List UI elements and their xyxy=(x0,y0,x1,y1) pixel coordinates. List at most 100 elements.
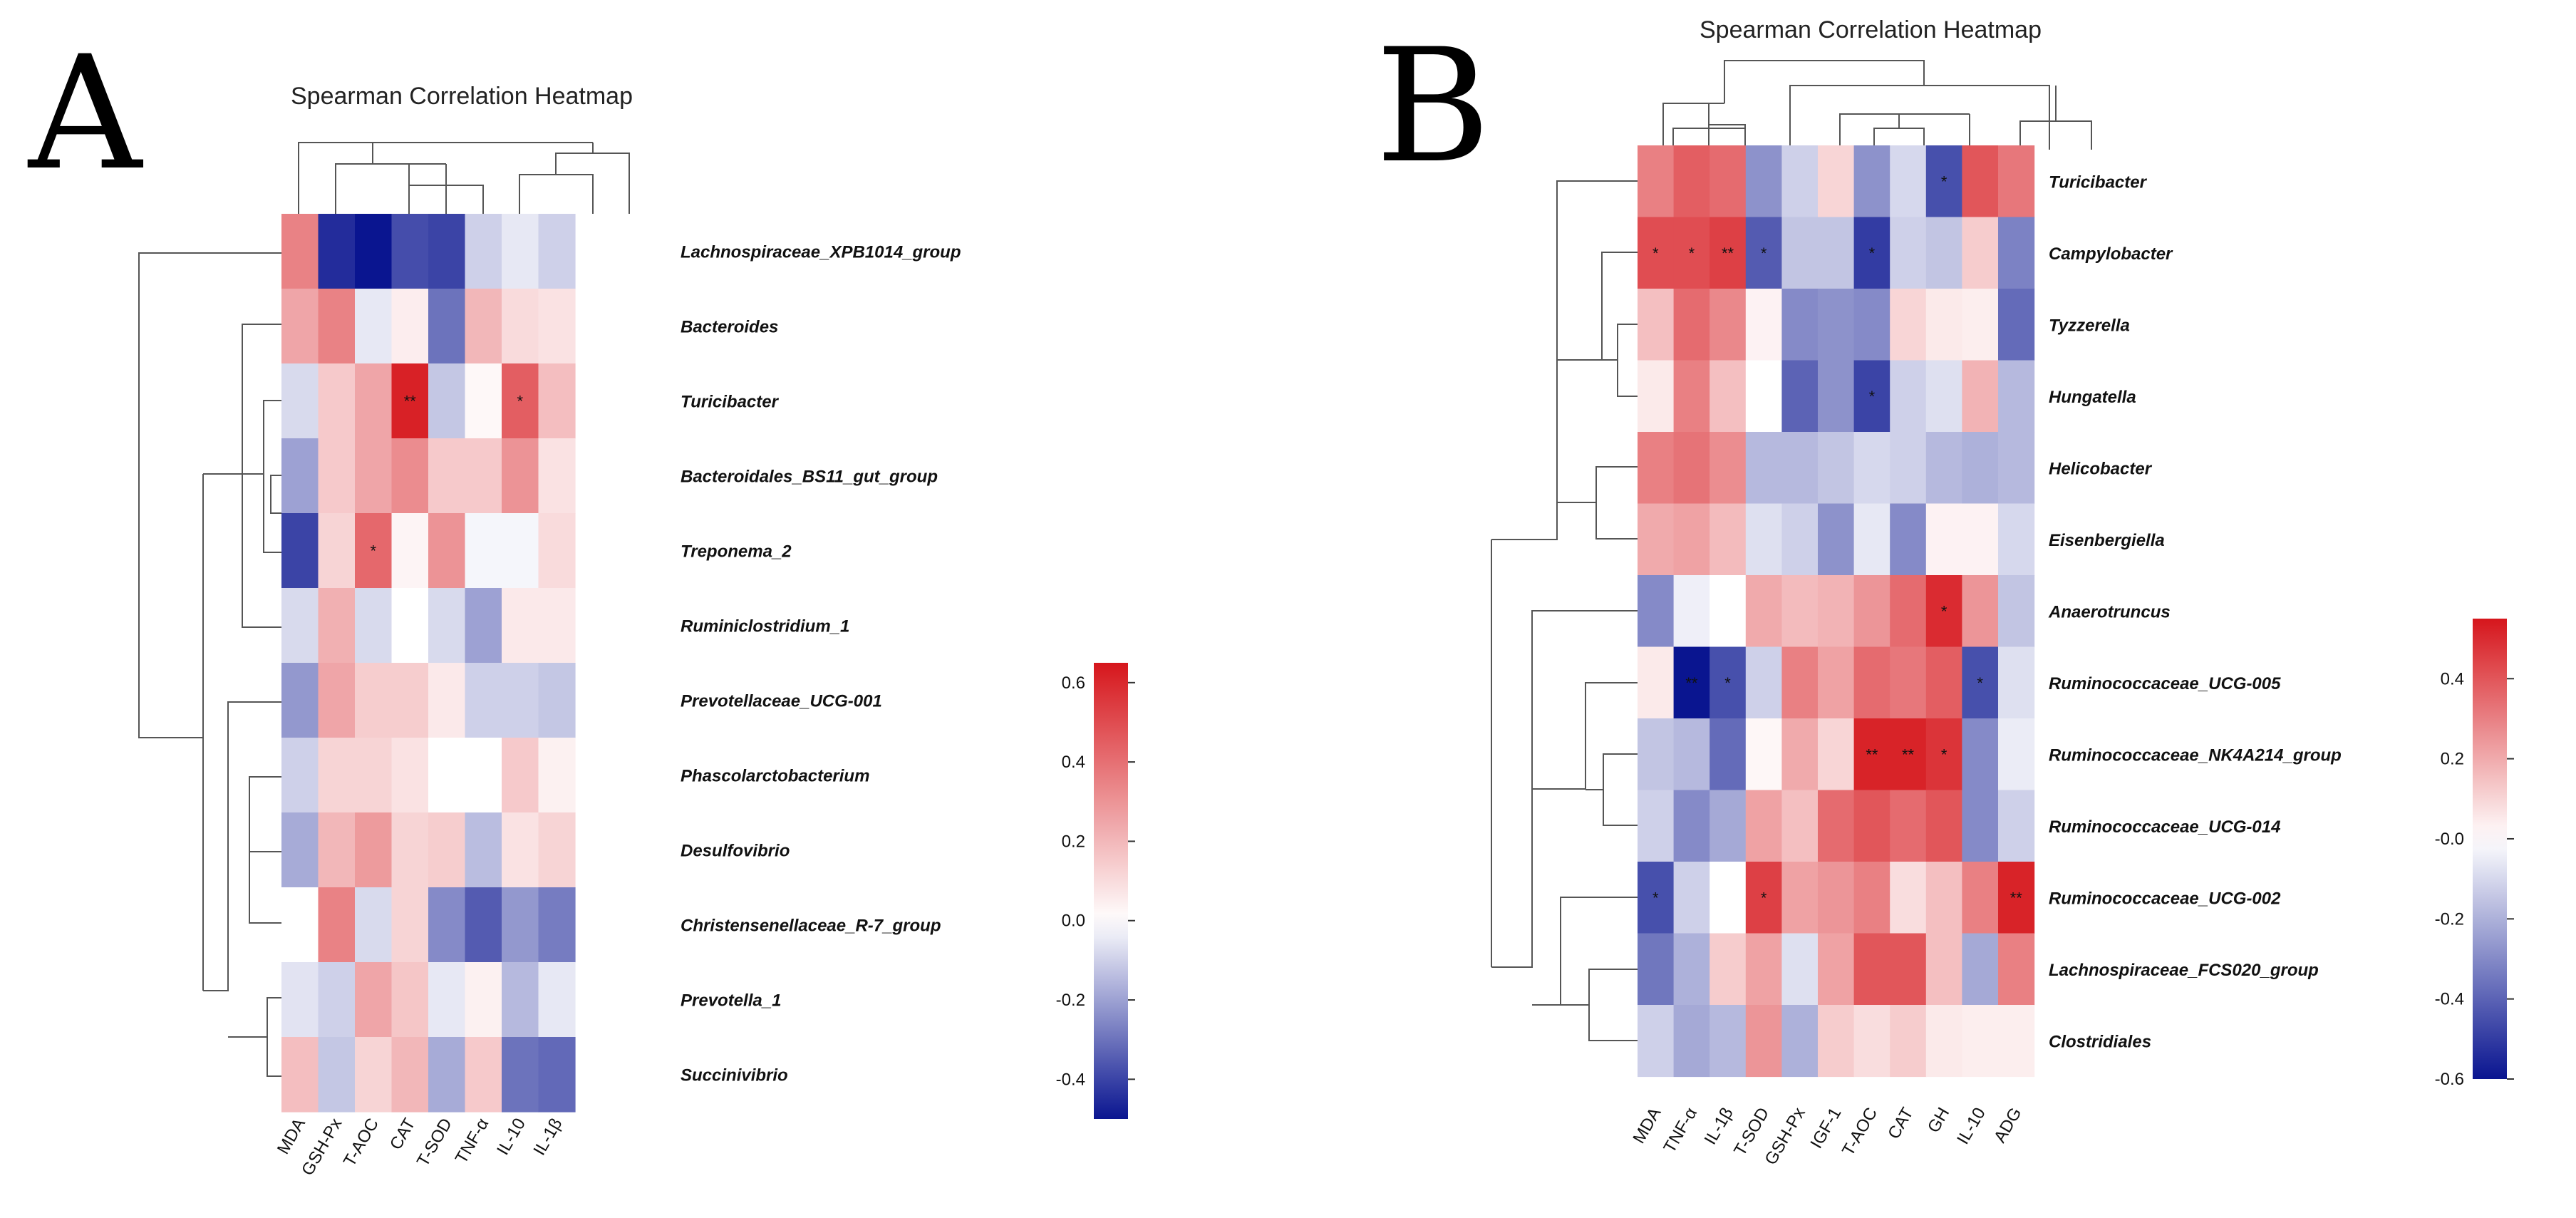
heatmap-cell xyxy=(1962,718,1999,791)
column-label: TNF-α xyxy=(1660,1104,1701,1156)
heatmap-cell xyxy=(281,289,319,364)
heatmap-cell xyxy=(1925,503,1962,576)
panel-b-column-dendrogram xyxy=(1662,60,2092,150)
heatmap-cell xyxy=(1890,790,1927,862)
row-label: Ruminococcaceae_UCG-005 xyxy=(2049,674,2281,693)
heatmap-cell xyxy=(428,962,466,1038)
heatmap-cell xyxy=(281,812,319,888)
heatmap-cell xyxy=(318,214,356,289)
heatmap-cell xyxy=(355,588,393,664)
heatmap-cell xyxy=(355,738,393,813)
significance-mark: ** xyxy=(2010,889,2023,907)
row-label: Ruminiclostridium_1 xyxy=(681,617,849,636)
heatmap-cell xyxy=(1818,862,1855,934)
heatmap-cell xyxy=(1638,575,1675,648)
heatmap-cell xyxy=(1925,289,1962,361)
heatmap-cell xyxy=(1853,862,1890,934)
heatmap-cell xyxy=(1673,790,1710,862)
heatmap-cell xyxy=(391,363,429,439)
heatmap-cell xyxy=(1745,432,1782,505)
heatmap-cell xyxy=(1818,432,1855,505)
heatmap-cell xyxy=(1890,933,1927,1006)
heatmap-cell xyxy=(1818,575,1855,648)
heatmap-cell xyxy=(1673,503,1710,576)
row-label: Turicibacter xyxy=(681,393,780,412)
heatmap-cell xyxy=(1673,289,1710,361)
heatmap-cell xyxy=(502,812,539,888)
row-label: Helicobacter xyxy=(2049,459,2153,478)
heatmap-cell xyxy=(1673,432,1710,505)
heatmap-cell xyxy=(1638,289,1675,361)
heatmap-cell xyxy=(318,588,356,664)
heatmap-cell xyxy=(465,812,502,888)
heatmap-cell xyxy=(502,887,539,963)
heatmap-cell xyxy=(318,738,356,813)
heatmap-cell xyxy=(502,663,539,738)
heatmap-cell xyxy=(428,887,466,963)
colorbar-tick-label: -0.2 xyxy=(1056,991,1085,1010)
heatmap-cell xyxy=(355,214,393,289)
heatmap-cell xyxy=(538,1037,576,1113)
heatmap-cell xyxy=(1962,432,1999,505)
heatmap-cell xyxy=(1962,1005,1999,1078)
heatmap-cell xyxy=(1818,360,1855,433)
heatmap-cell xyxy=(538,513,576,589)
column-label: T-AOC xyxy=(340,1115,383,1170)
heatmap-cell xyxy=(281,887,319,963)
heatmap-cell xyxy=(1925,718,1962,791)
panel-b-row-dendrogram xyxy=(1491,180,1638,1041)
row-label: Bacteroides xyxy=(681,318,778,337)
heatmap-cell xyxy=(1890,718,1927,791)
heatmap-cell xyxy=(1709,933,1747,1006)
heatmap-cell xyxy=(355,962,393,1038)
heatmap-cell xyxy=(1638,718,1675,791)
heatmap-cell xyxy=(1818,217,1855,289)
heatmap-cell xyxy=(281,738,319,813)
heatmap-cell xyxy=(1781,718,1819,791)
heatmap-cell xyxy=(1781,862,1819,934)
heatmap-cell xyxy=(1962,646,1999,719)
heatmap-cell xyxy=(318,363,356,439)
panel-b: B Spearman Correlation Heatmap ** * xyxy=(1375,15,2514,1168)
significance-mark: * xyxy=(1941,172,1947,190)
heatmap-cell xyxy=(1638,1005,1675,1078)
heatmap-cell xyxy=(1673,575,1710,648)
heatmap-cell xyxy=(1890,145,1927,218)
heatmap-cell xyxy=(502,513,539,589)
heatmap-cell xyxy=(1853,217,1890,289)
heatmap-cell xyxy=(281,438,319,514)
heatmap-cell xyxy=(502,962,539,1038)
heatmap-cell xyxy=(391,887,429,963)
heatmap-cell xyxy=(391,214,429,289)
significance-mark: * xyxy=(1977,674,1983,692)
heatmap-cell xyxy=(1853,646,1890,719)
heatmap-cell xyxy=(1745,289,1782,361)
column-label: T-AOC xyxy=(1838,1105,1881,1160)
heatmap-cell xyxy=(1962,360,1999,433)
heatmap-cell xyxy=(1781,933,1819,1006)
heatmap-cell xyxy=(318,438,356,514)
heatmap-cell xyxy=(1853,145,1890,218)
heatmap-cell xyxy=(1638,360,1675,433)
heatmap-cell xyxy=(1781,503,1819,576)
heatmap-cell xyxy=(465,438,502,514)
heatmap-cell xyxy=(1890,862,1927,934)
heatmap-cell xyxy=(538,438,576,514)
significance-mark: * xyxy=(1941,745,1947,763)
row-label: Tyzzerella xyxy=(2049,316,2130,335)
row-label: Campylobacter xyxy=(2049,244,2173,264)
colorbar-gradient xyxy=(1094,663,1128,1119)
heatmap-cell xyxy=(1781,432,1819,505)
heatmap-cell xyxy=(1818,646,1855,719)
column-label: IL-10 xyxy=(1953,1105,1990,1148)
heatmap-cell xyxy=(538,887,576,963)
heatmap-cell xyxy=(1962,289,1999,361)
heatmap-cell xyxy=(1709,575,1747,648)
heatmap-cell xyxy=(465,962,502,1038)
significance-mark: ** xyxy=(1722,244,1734,262)
heatmap-cell xyxy=(428,289,466,364)
heatmap-cell xyxy=(502,214,539,289)
colorbar-gradient xyxy=(2473,619,2507,1079)
heatmap-cell xyxy=(502,438,539,514)
heatmap-cell xyxy=(1925,862,1962,934)
